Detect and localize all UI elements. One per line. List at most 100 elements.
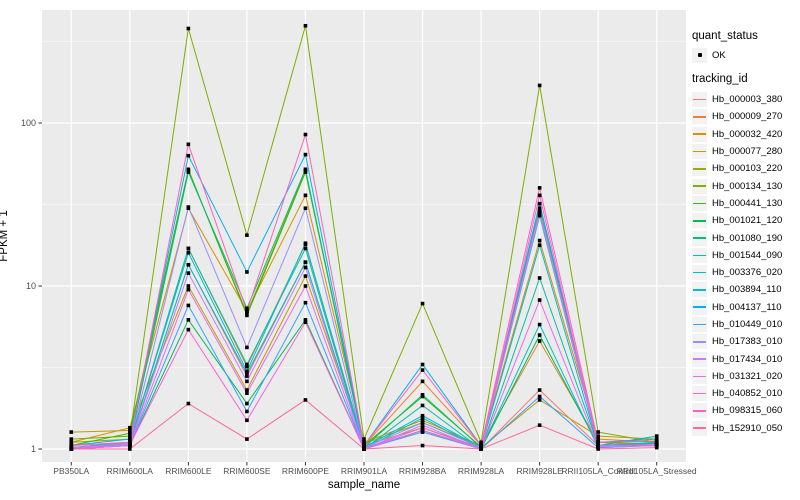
x-tick-label: RRIM600SE (223, 466, 271, 476)
data-point (537, 322, 542, 327)
line-key-icon (692, 92, 707, 108)
data-point (128, 428, 132, 433)
data-point (537, 298, 542, 302)
legend-item-Hb_001080_190: Hb_001080_190 (692, 229, 798, 246)
data-point (245, 401, 249, 406)
legend-item-Hb_010449_010: Hb_010449_010 (692, 316, 798, 333)
x-tick-label: RRIM928LE (516, 466, 563, 476)
data-point (245, 437, 249, 441)
data-point (69, 443, 74, 448)
data-point (537, 339, 542, 343)
legend-item-label: Hb_000003_380 (712, 94, 783, 106)
legend-item-label: Hb_000032_420 (712, 128, 783, 140)
x-tick-label: RRIM928LA (457, 466, 505, 476)
data-point (186, 287, 191, 292)
data-point (537, 276, 542, 280)
data-point (128, 447, 132, 451)
data-point (186, 167, 191, 172)
data-point (128, 437, 132, 441)
y-tick-label: 10 (25, 281, 36, 291)
legend-item-label: Hb_000077_280 (712, 146, 783, 158)
data-point (420, 403, 425, 408)
x-tick-label: RRII105LA_Control (561, 466, 636, 476)
data-point (420, 301, 425, 306)
x-tick-label: RRIM928BA (398, 466, 447, 476)
data-point (479, 447, 483, 451)
line-key-icon (692, 351, 707, 367)
data-point (596, 447, 600, 451)
x-tick-label: PB350LA (53, 466, 90, 476)
legend-item-Hb_017434_010: Hb_017434_010 (692, 350, 798, 367)
data-point (303, 320, 308, 324)
data-point (186, 250, 191, 255)
legend-item-label: Hb_017434_010 (712, 353, 783, 365)
legend-item-Hb_040852_010: Hb_040852_010 (692, 385, 798, 402)
data-point (479, 443, 483, 448)
legend-item-label: Hb_000134_130 (712, 180, 783, 192)
legend-title-quant-status: quant_status (692, 30, 758, 42)
data-point (245, 388, 249, 392)
legend-item-Hb_000009_270: Hb_000009_270 (692, 108, 798, 125)
data-point (420, 423, 425, 427)
data-point (420, 443, 425, 448)
legend-item-label: Hb_010449_010 (712, 319, 783, 330)
data-point (186, 271, 191, 275)
data-point (186, 205, 191, 209)
x-tick-label: RRIM600LA (106, 466, 153, 476)
data-point (245, 379, 249, 384)
legend-item-Hb_031321_020: Hb_031321_020 (692, 368, 798, 385)
point-key-icon (692, 47, 707, 63)
data-point (245, 364, 249, 369)
data-point (537, 243, 542, 247)
legend-item-label: Hb_001544_090 (712, 249, 783, 261)
data-point (186, 284, 191, 288)
x-tick-label: RRIM600PE (281, 466, 330, 476)
x-tick-label: RRIM600LE (165, 466, 212, 476)
line-key-icon (692, 317, 707, 332)
y-axis-title: FPKM + 1 (0, 210, 10, 262)
data-point (420, 425, 425, 430)
legend-item-label: Hb_003894_110 (712, 284, 782, 296)
legend-item-Hb_000003_380: Hb_000003_380 (692, 91, 798, 108)
y-tick-label: 1 (30, 444, 36, 454)
legend: quant_status OK tracking_id Hb_000003_38… (692, 30, 798, 437)
data-point (186, 401, 191, 406)
data-point (186, 303, 191, 308)
data-point (596, 430, 600, 434)
line-key-icon (692, 282, 707, 298)
legend-item-label: Hb_017383_010 (712, 336, 783, 348)
data-point (596, 434, 600, 438)
data-point (537, 201, 542, 206)
legend-item-label: Hb_001021_120 (712, 215, 783, 227)
line-key-icon (692, 247, 707, 263)
data-point (420, 428, 425, 433)
data-point (420, 420, 425, 425)
line-key-icon (692, 265, 707, 281)
data-point (420, 416, 425, 420)
data-point (303, 274, 308, 278)
data-point (596, 440, 600, 445)
data-point (128, 443, 132, 447)
line-key-icon (692, 334, 707, 350)
data-point (245, 306, 249, 311)
legend-item-Hb_017383_010: Hb_017383_010 (692, 333, 798, 350)
legend-item-Hb_000134_130: Hb_000134_130 (692, 177, 798, 194)
data-point (303, 300, 308, 305)
legend-item-Hb_098315_060: Hb_098315_060 (692, 402, 798, 419)
legend-item-Hb_001021_120: Hb_001021_120 (692, 212, 798, 229)
data-point (303, 167, 308, 172)
data-point (537, 333, 542, 337)
data-point (303, 265, 308, 270)
data-point (245, 311, 249, 316)
data-point (128, 425, 132, 430)
data-point (245, 374, 249, 378)
data-point (303, 193, 308, 198)
data-point (186, 26, 191, 31)
legend-title-tracking-id: tracking_id (692, 73, 748, 85)
data-point (420, 368, 425, 372)
data-point (245, 371, 249, 376)
data-point (420, 413, 425, 418)
data-point (303, 152, 308, 157)
data-point (303, 318, 308, 322)
y-tick-label: 100 (20, 118, 36, 128)
